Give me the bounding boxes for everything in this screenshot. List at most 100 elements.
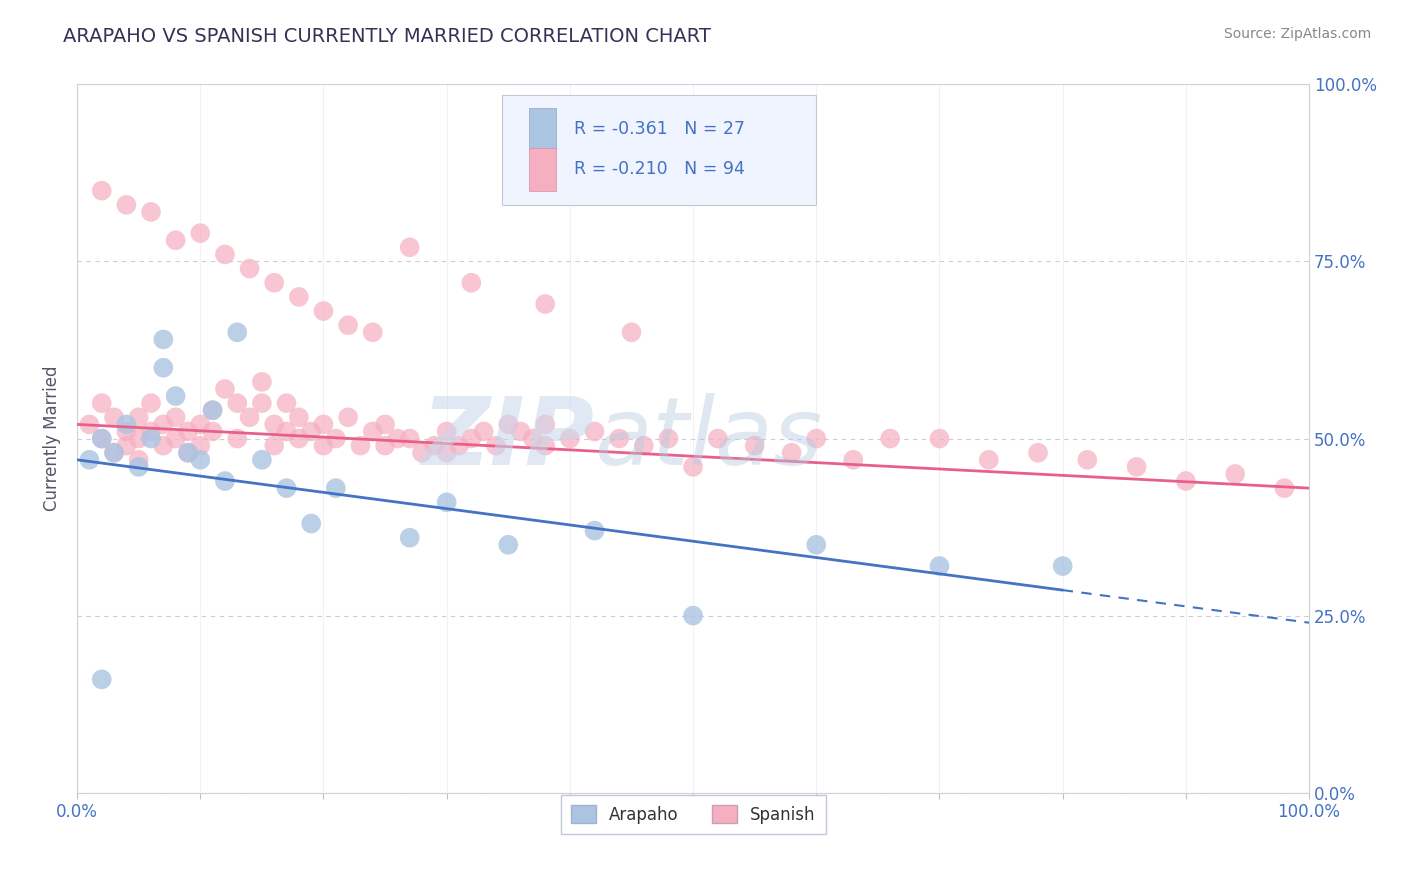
Point xyxy=(682,608,704,623)
Point xyxy=(498,417,520,432)
Point xyxy=(744,439,766,453)
Point xyxy=(139,432,162,446)
Point xyxy=(361,326,384,340)
FancyBboxPatch shape xyxy=(529,148,557,191)
Point xyxy=(842,452,865,467)
Point xyxy=(214,474,236,488)
Point xyxy=(226,326,249,340)
Point xyxy=(79,417,101,432)
Point xyxy=(657,432,679,446)
Point xyxy=(1174,474,1197,488)
Point xyxy=(276,396,298,410)
Point xyxy=(436,495,458,509)
Point xyxy=(472,425,495,439)
Point xyxy=(115,439,138,453)
Point xyxy=(509,425,531,439)
Point xyxy=(103,446,125,460)
Point xyxy=(879,432,901,446)
Point xyxy=(398,432,420,446)
Point xyxy=(250,396,273,410)
Point xyxy=(139,396,162,410)
Point xyxy=(79,452,101,467)
Point xyxy=(103,410,125,425)
Point xyxy=(1052,559,1074,574)
Point xyxy=(201,425,224,439)
Point xyxy=(263,417,285,432)
Point xyxy=(239,410,262,425)
Point xyxy=(201,403,224,417)
Point xyxy=(806,432,828,446)
Point xyxy=(276,425,298,439)
Point xyxy=(165,233,187,247)
Point xyxy=(214,382,236,396)
Point xyxy=(214,247,236,261)
Point xyxy=(250,375,273,389)
Point xyxy=(152,417,174,432)
Point xyxy=(1223,467,1246,481)
Point xyxy=(115,425,138,439)
Point xyxy=(188,226,211,240)
Point xyxy=(337,318,360,333)
Point xyxy=(349,439,371,453)
Point xyxy=(436,425,458,439)
Point xyxy=(325,432,347,446)
Point xyxy=(522,432,544,446)
Point xyxy=(398,240,420,254)
Point xyxy=(583,425,606,439)
Point xyxy=(90,673,112,687)
Point xyxy=(152,439,174,453)
Point xyxy=(90,432,112,446)
Point xyxy=(1125,459,1147,474)
Point xyxy=(460,432,482,446)
Point xyxy=(263,276,285,290)
Point xyxy=(128,459,150,474)
Point xyxy=(288,410,311,425)
Point xyxy=(103,446,125,460)
Point xyxy=(201,403,224,417)
Point xyxy=(188,452,211,467)
Point xyxy=(177,446,200,460)
Point xyxy=(90,184,112,198)
Point xyxy=(436,446,458,460)
Point xyxy=(312,304,335,318)
Point xyxy=(558,432,581,446)
Point xyxy=(177,446,200,460)
Point xyxy=(411,446,433,460)
Point xyxy=(288,290,311,304)
Point xyxy=(706,432,728,446)
Point xyxy=(165,389,187,403)
Point xyxy=(312,417,335,432)
Point xyxy=(90,432,112,446)
Point xyxy=(780,446,803,460)
Point xyxy=(226,396,249,410)
Point xyxy=(485,439,508,453)
Y-axis label: Currently Married: Currently Married xyxy=(44,366,60,511)
Point xyxy=(447,439,470,453)
Point xyxy=(165,432,187,446)
Text: ARAPAHO VS SPANISH CURRENTLY MARRIED CORRELATION CHART: ARAPAHO VS SPANISH CURRENTLY MARRIED COR… xyxy=(63,27,711,45)
FancyBboxPatch shape xyxy=(529,108,557,151)
Point xyxy=(90,396,112,410)
Point xyxy=(1274,481,1296,495)
Point xyxy=(325,481,347,495)
Point xyxy=(534,297,557,311)
Point xyxy=(387,432,409,446)
Point xyxy=(177,425,200,439)
Point xyxy=(806,538,828,552)
Text: R = -0.361   N = 27: R = -0.361 N = 27 xyxy=(574,120,745,138)
Point xyxy=(337,410,360,425)
Point xyxy=(115,198,138,212)
Legend: Arapaho, Spanish: Arapaho, Spanish xyxy=(561,796,825,834)
Point xyxy=(534,417,557,432)
Point xyxy=(607,432,630,446)
Point xyxy=(139,205,162,219)
Point xyxy=(128,410,150,425)
Point xyxy=(374,417,396,432)
Point xyxy=(299,425,322,439)
Point xyxy=(498,538,520,552)
Point xyxy=(398,531,420,545)
Point xyxy=(682,459,704,474)
Point xyxy=(152,332,174,346)
Point xyxy=(1076,452,1098,467)
Point xyxy=(583,524,606,538)
